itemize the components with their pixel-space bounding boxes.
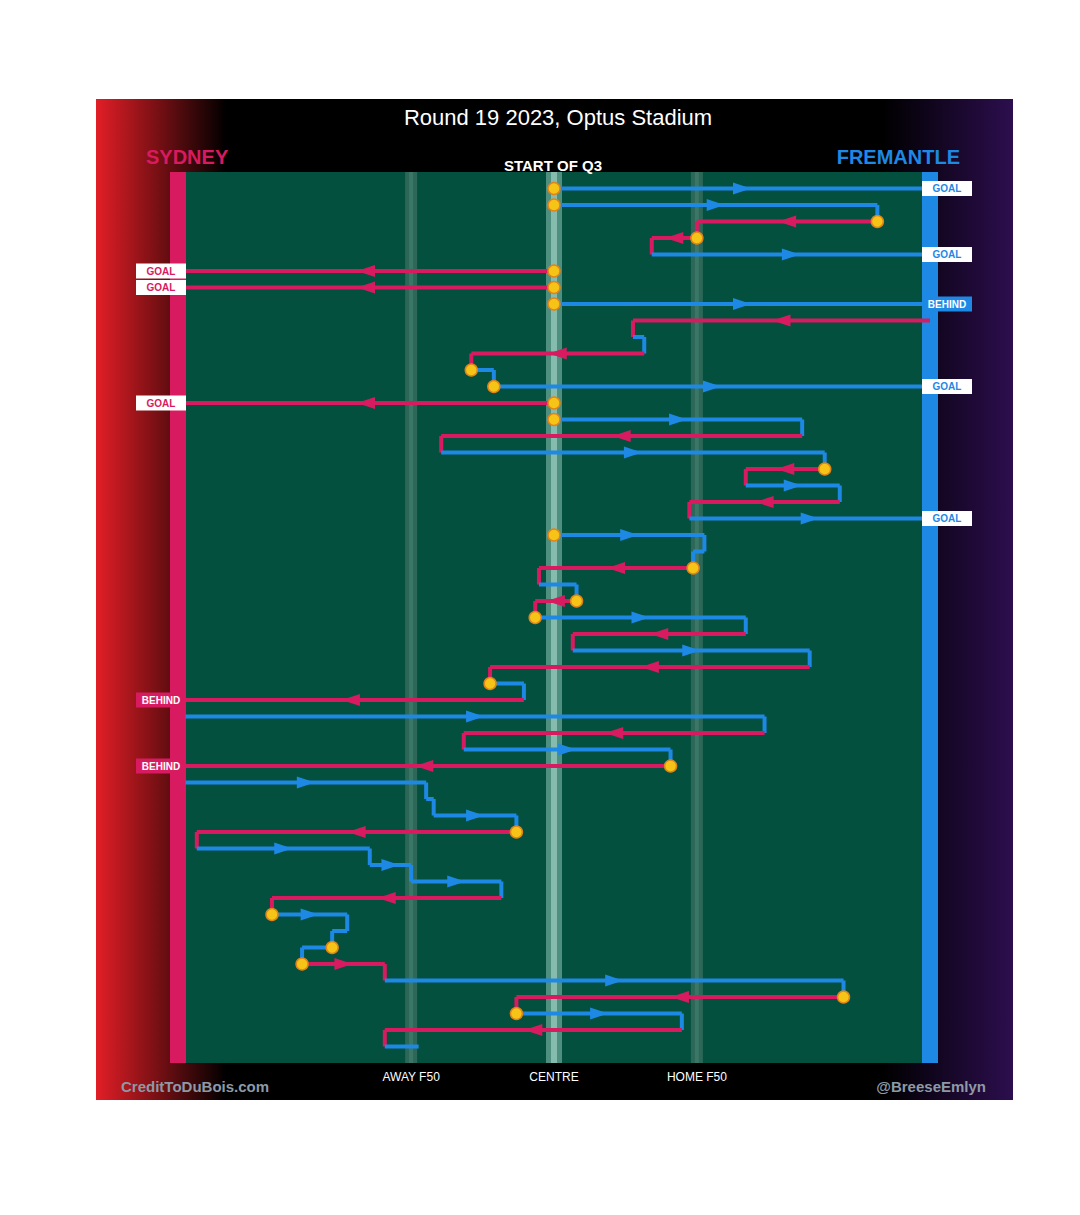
svg-text:GOAL: GOAL bbox=[933, 513, 962, 524]
svg-text:BEHIND: BEHIND bbox=[142, 761, 180, 772]
svg-text:GOAL: GOAL bbox=[147, 398, 176, 409]
svg-text:FREMANTLE: FREMANTLE bbox=[837, 146, 960, 168]
svg-text:BEHIND: BEHIND bbox=[928, 299, 966, 310]
svg-text:GOAL: GOAL bbox=[933, 249, 962, 260]
svg-text:@BreeseEmlyn: @BreeseEmlyn bbox=[876, 1078, 986, 1095]
svg-text:GOAL: GOAL bbox=[147, 282, 176, 293]
svg-text:SYDNEY: SYDNEY bbox=[146, 146, 229, 168]
svg-text:BEHIND: BEHIND bbox=[142, 695, 180, 706]
svg-text:HOME F50: HOME F50 bbox=[667, 1070, 727, 1084]
svg-text:CENTRE: CENTRE bbox=[529, 1070, 578, 1084]
svg-text:START OF Q3: START OF Q3 bbox=[504, 157, 602, 174]
svg-text:GOAL: GOAL bbox=[933, 183, 962, 194]
svg-text:AWAY F50: AWAY F50 bbox=[382, 1070, 440, 1084]
svg-text:GOAL: GOAL bbox=[147, 266, 176, 277]
svg-text:CreditToDuBois.com: CreditToDuBois.com bbox=[121, 1078, 269, 1095]
svg-text:GOAL: GOAL bbox=[933, 381, 962, 392]
svg-text:Round 19 2023, Optus Stadium: Round 19 2023, Optus Stadium bbox=[404, 105, 712, 130]
